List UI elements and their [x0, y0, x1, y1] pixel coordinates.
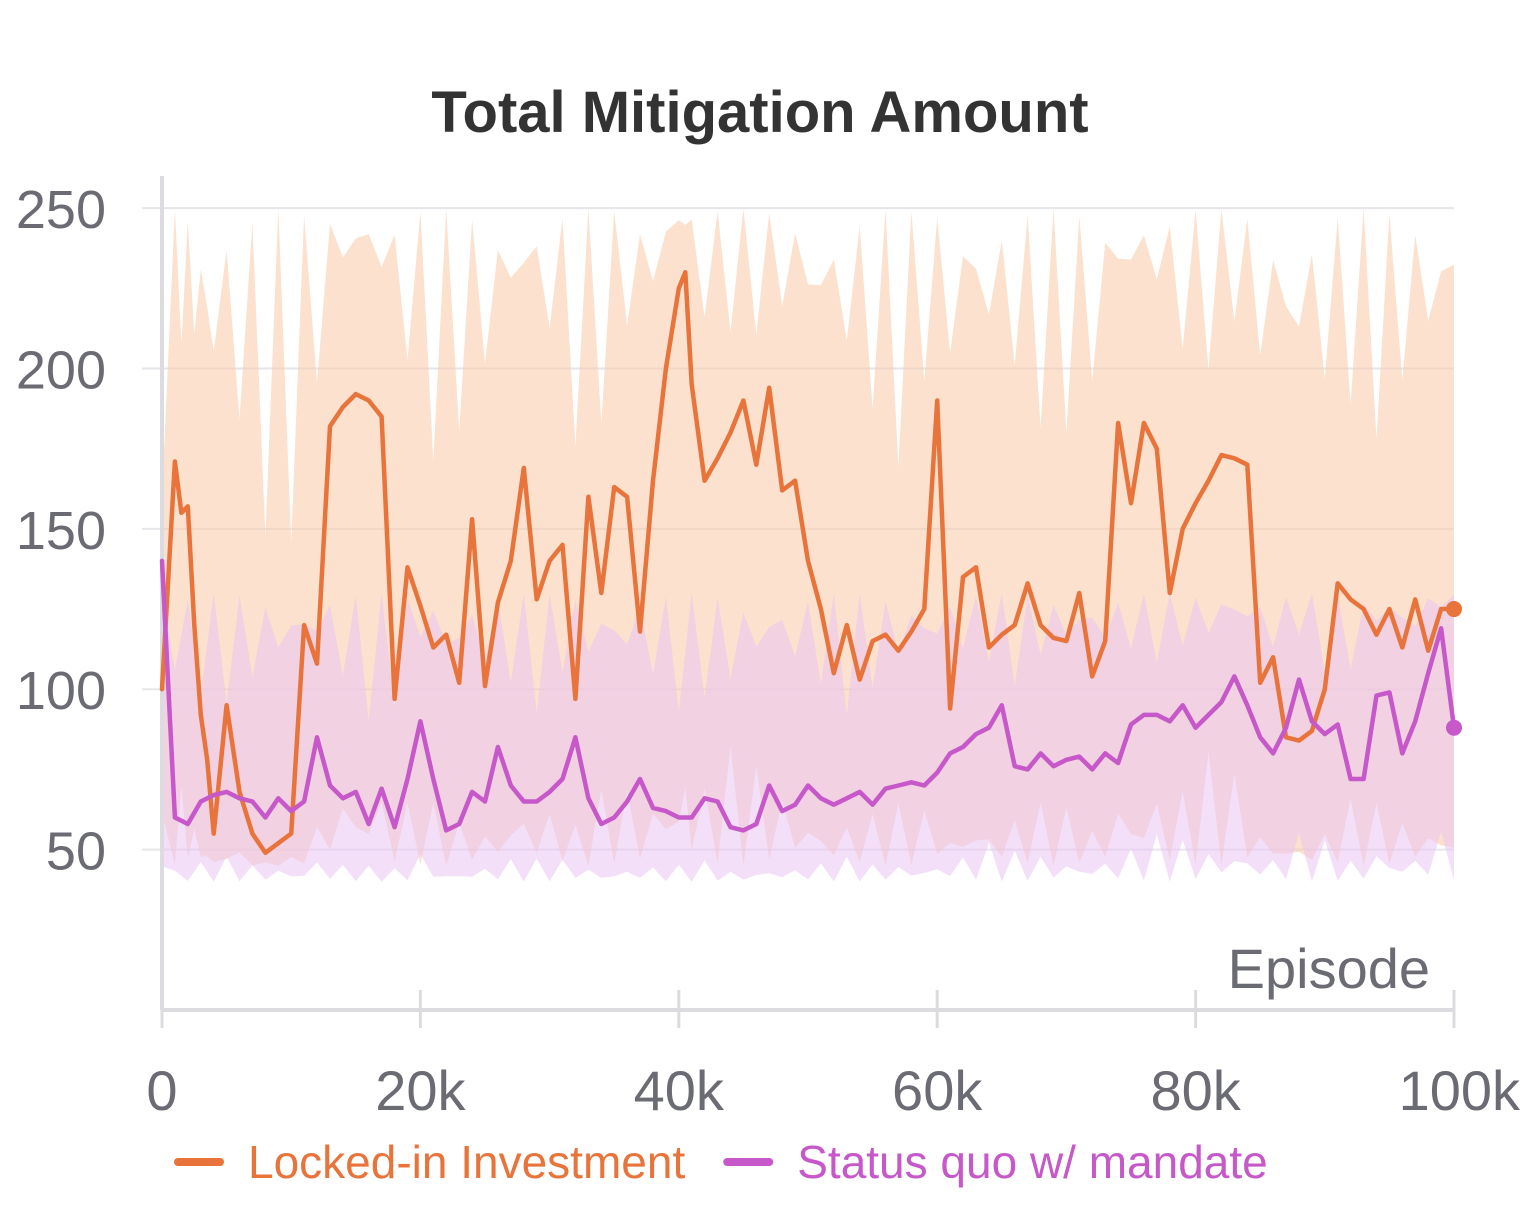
y-tick-label: 200 — [16, 340, 106, 400]
series-endpoint — [1446, 719, 1462, 736]
x-tick-label: 0 — [146, 1059, 177, 1122]
y-tick-label: 100 — [16, 661, 106, 721]
series-line[interactable] — [159, 558, 1457, 833]
y-tick-label: 150 — [16, 501, 106, 561]
x-tick-label: 80k — [1150, 1059, 1241, 1122]
legend-label: Status quo w/ mandate — [797, 1136, 1268, 1188]
line-layer — [159, 269, 1462, 856]
legend-label: Locked-in Investment — [248, 1136, 685, 1188]
tick-label-layer: 50 100 150 200 250 0 20k 40k 60k 80k 100k — [16, 180, 1521, 1122]
y-tick-label: 50 — [46, 822, 106, 882]
series-line[interactable] — [159, 269, 1457, 856]
x-tick-label: 40k — [634, 1059, 725, 1122]
band-layer — [162, 208, 1454, 882]
legend[interactable]: Locked-in Investment Status quo w/ mandat… — [174, 1136, 1268, 1188]
chart-title: Total Mitigation Amount — [431, 80, 1088, 145]
y-tick-label: 250 — [16, 180, 106, 240]
x-tick-label: 100k — [1399, 1059, 1521, 1122]
x-tick-label: 20k — [375, 1059, 466, 1122]
legend-item[interactable]: Locked-in Investment — [174, 1136, 685, 1188]
x-tick-label: 60k — [892, 1059, 983, 1122]
series-endpoint — [1446, 601, 1462, 618]
x-axis-label: Episode — [1228, 937, 1430, 1000]
legend-item[interactable]: Status quo w/ mandate — [723, 1136, 1268, 1188]
